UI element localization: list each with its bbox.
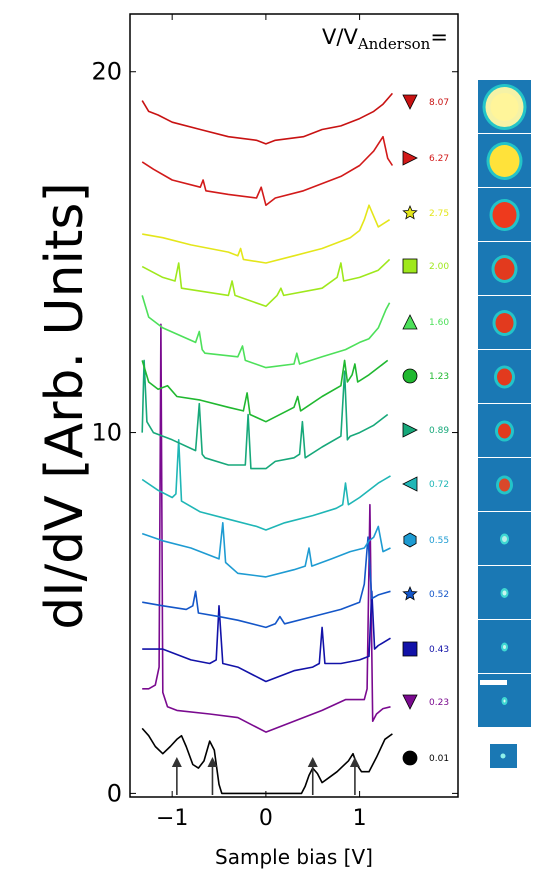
y-tick-label: 0 xyxy=(107,779,122,807)
series-line-0.52 xyxy=(142,536,391,629)
peak-arrow xyxy=(307,757,318,795)
inset-image xyxy=(478,620,531,674)
legend-label: 1.23 xyxy=(429,372,449,382)
legend-marker xyxy=(402,476,418,492)
legend-label: 8.07 xyxy=(429,98,449,108)
legend-marker xyxy=(402,694,418,710)
inset-image xyxy=(478,242,531,296)
legend-marker xyxy=(402,94,418,110)
series-line-0.23 xyxy=(142,323,391,733)
x-axis-label: Sample bias [V] xyxy=(215,845,373,869)
series-line-2.75 xyxy=(142,204,391,264)
y-tick-label: 20 xyxy=(91,58,122,86)
series-line-8.07 xyxy=(141,92,394,145)
legend-marker xyxy=(402,314,418,330)
inset-image-strip xyxy=(478,80,531,768)
legend-marker xyxy=(402,750,418,766)
scale-bar xyxy=(480,680,507,685)
legend-marker xyxy=(402,585,418,601)
series-line-6.27 xyxy=(141,135,394,206)
x-tick-label: −1 xyxy=(156,806,188,831)
y-axis-label: dI/dV [Arb. Units] xyxy=(35,182,95,630)
series-line-0.89 xyxy=(141,359,389,470)
inset-image xyxy=(478,404,531,458)
x-tick-label: 0 xyxy=(259,806,273,831)
legend-label: 2.00 xyxy=(429,262,449,272)
legend-label: 0.52 xyxy=(429,590,449,600)
peak-arrow xyxy=(207,757,218,795)
series-line-0.43 xyxy=(142,590,391,683)
legend-marker xyxy=(402,150,418,166)
x-tick-label: 1 xyxy=(353,806,367,831)
legend-label: 0.89 xyxy=(429,426,449,436)
arrow-layer xyxy=(171,757,360,795)
series-line-1.60 xyxy=(141,295,391,369)
inset-image xyxy=(478,188,531,242)
legend-marker xyxy=(402,258,418,274)
legend-label: 0.55 xyxy=(429,536,449,546)
legend-marker xyxy=(402,641,418,657)
inset-image xyxy=(478,566,531,620)
inset-image xyxy=(478,80,531,134)
inset-image xyxy=(478,350,531,404)
peak-arrow xyxy=(349,757,360,795)
y-tick-label: 10 xyxy=(91,419,122,447)
legend-label: 1.60 xyxy=(429,318,449,328)
series-line-2.00 xyxy=(141,258,391,308)
legend-label: 0.01 xyxy=(429,754,449,764)
series-line-0.55 xyxy=(141,521,391,578)
plot-frame xyxy=(129,13,459,798)
series-layer xyxy=(141,92,394,795)
inset-image-small xyxy=(490,744,517,768)
legend-label: 6.27 xyxy=(429,154,449,164)
legend-label: 2.75 xyxy=(429,209,449,219)
peak-arrow xyxy=(171,757,182,795)
series-line-0.01 xyxy=(141,727,393,795)
legend-label: 0.72 xyxy=(429,480,449,490)
legend-marker xyxy=(402,368,418,384)
series-line-0.72 xyxy=(141,438,391,531)
legend-marker xyxy=(402,204,418,220)
inset-image xyxy=(478,512,531,566)
inset-image xyxy=(478,134,531,188)
legend-label: 0.23 xyxy=(429,698,449,708)
legend: 0.01 0.23 0.43 0.52 0.55 0.72 0.89 1.23 1.60 2.00… xyxy=(402,94,449,766)
legend-marker xyxy=(403,532,417,548)
legend-label: 0.43 xyxy=(429,645,449,655)
legend-marker xyxy=(402,422,418,438)
inset-image xyxy=(478,458,531,512)
inset-image xyxy=(478,296,531,350)
legend-title: V/VAnderson= xyxy=(322,25,448,53)
series-line-1.23 xyxy=(141,359,389,423)
